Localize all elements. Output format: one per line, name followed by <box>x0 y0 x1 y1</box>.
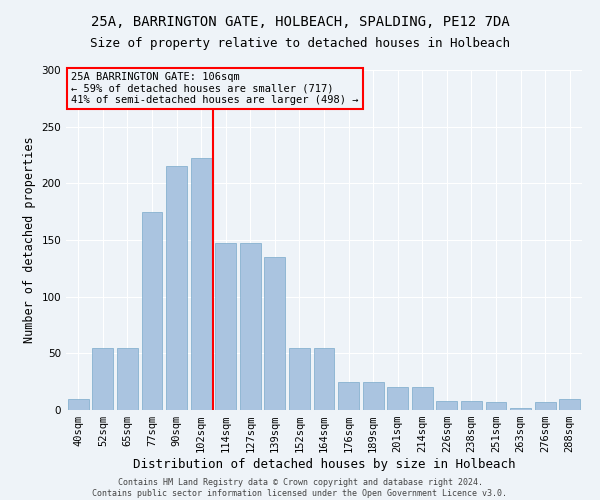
Bar <box>215 244 236 410</box>
Bar <box>412 388 433 410</box>
Bar <box>68 398 89 410</box>
Text: Contains HM Land Registry data © Crown copyright and database right 2024.
Contai: Contains HM Land Registry data © Crown c… <box>92 478 508 498</box>
Text: 25A, BARRINGTON GATE, HOLBEACH, SPALDING, PE12 7DA: 25A, BARRINGTON GATE, HOLBEACH, SPALDING… <box>91 15 509 29</box>
Bar <box>510 408 531 410</box>
Bar <box>436 401 457 410</box>
Bar <box>535 402 556 410</box>
Bar <box>289 348 310 410</box>
Bar <box>362 382 383 410</box>
Bar <box>117 348 138 410</box>
Bar <box>191 158 212 410</box>
X-axis label: Distribution of detached houses by size in Holbeach: Distribution of detached houses by size … <box>133 458 515 471</box>
Bar <box>265 257 286 410</box>
Bar <box>338 382 359 410</box>
Bar <box>314 348 334 410</box>
Bar <box>485 402 506 410</box>
Bar <box>142 212 163 410</box>
Bar <box>240 244 261 410</box>
Bar <box>166 166 187 410</box>
Bar <box>559 398 580 410</box>
Bar <box>387 388 408 410</box>
Text: 25A BARRINGTON GATE: 106sqm
← 59% of detached houses are smaller (717)
41% of se: 25A BARRINGTON GATE: 106sqm ← 59% of det… <box>71 72 359 105</box>
Bar <box>92 348 113 410</box>
Bar <box>461 401 482 410</box>
Text: Size of property relative to detached houses in Holbeach: Size of property relative to detached ho… <box>90 38 510 51</box>
Y-axis label: Number of detached properties: Number of detached properties <box>23 136 36 344</box>
